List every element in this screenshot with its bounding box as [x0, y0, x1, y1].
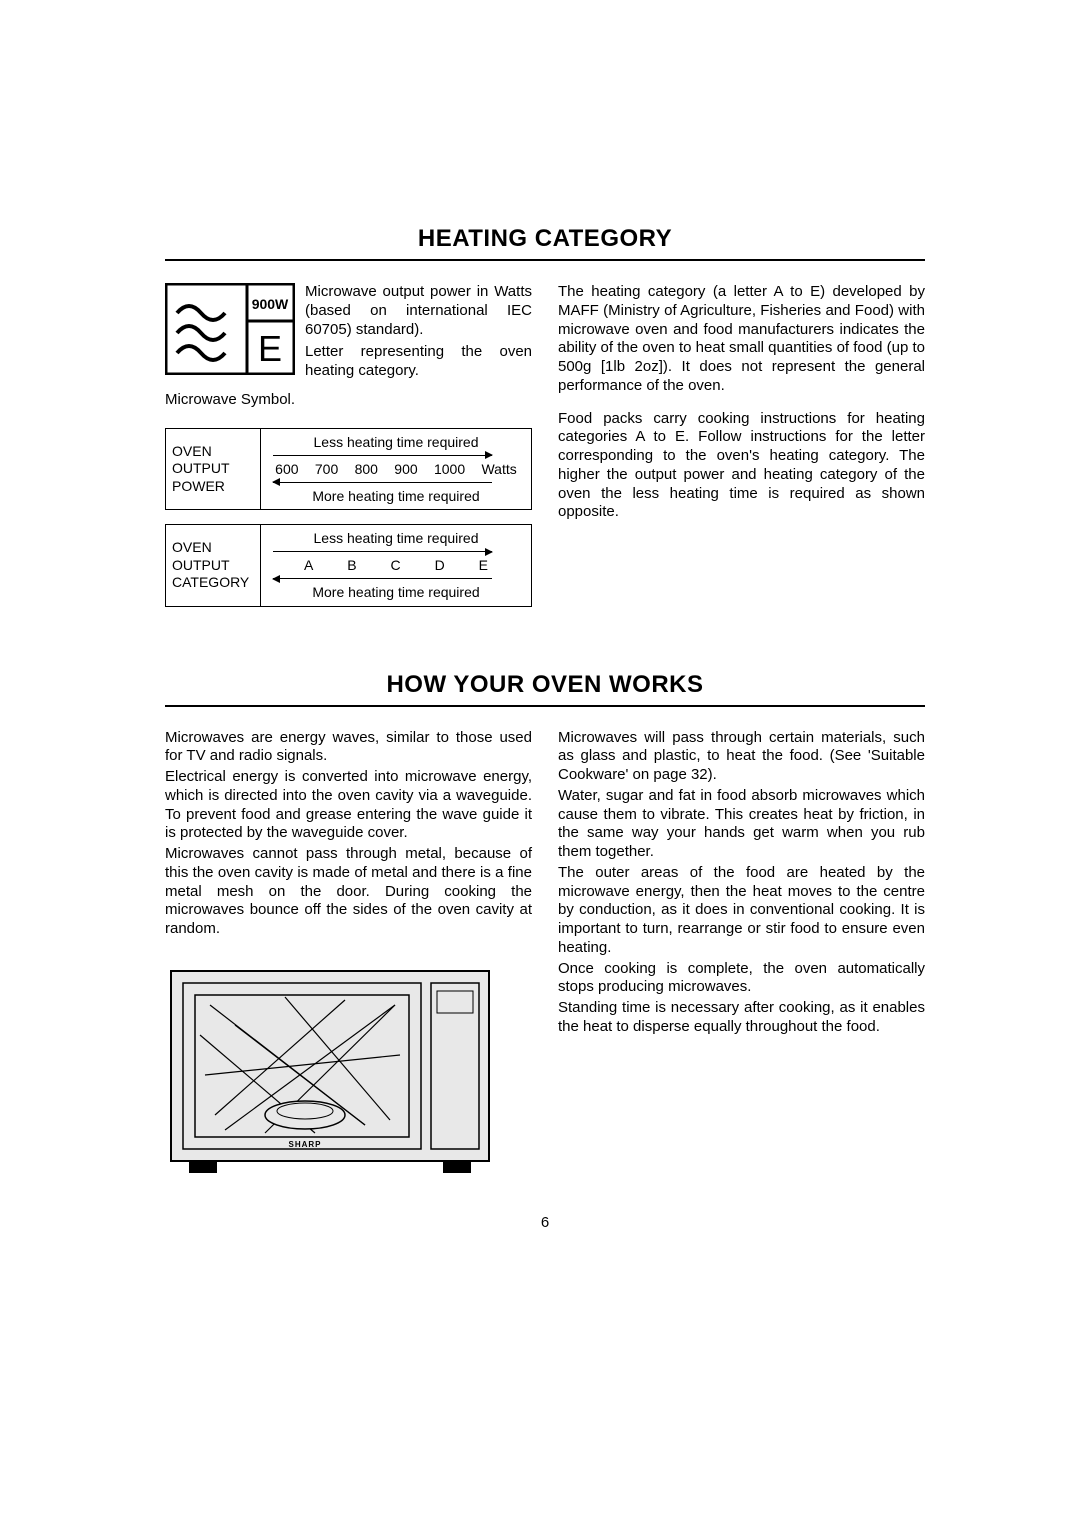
works-left-p1: Microwaves are energy waves, similar to …: [165, 729, 532, 767]
heating-right-column: The heating category (a letter A to E) d…: [558, 283, 925, 621]
how-oven-works-title: HOW YOUR OVEN WORKS: [165, 671, 925, 707]
works-left-column: Microwaves are energy waves, similar to …: [165, 729, 532, 1186]
callout-letter: Letter representing the oven heating cat…: [305, 343, 532, 381]
works-right-column: Microwaves will pass through certain mat…: [558, 729, 925, 1186]
oven-output-category-table: OVEN OUTPUT CATEGORY Less heating time r…: [165, 524, 532, 607]
oven-output-power-table: OVEN OUTPUT POWER Less heating time requ…: [165, 428, 532, 511]
callout-watts: Microwave output power in Watts (based o…: [305, 283, 532, 339]
svg-text:900W: 900W: [252, 296, 289, 312]
works-right-p5: Standing time is necessary after cooking…: [558, 999, 925, 1037]
svg-text:E: E: [258, 328, 282, 369]
page-number: 6: [165, 1214, 925, 1231]
works-right-p3: The outer areas of the food are heated b…: [558, 864, 925, 958]
microwave-symbol-icon: 900W E: [165, 283, 295, 381]
oven-illustration: SHARP: [165, 965, 532, 1186]
heating-left-column: 900W E Microwave output power in Watts (…: [165, 283, 532, 621]
works-left-p2: Electrical energy is converted into micr…: [165, 768, 532, 843]
heating-right-p2: Food packs carry cooking instructions fo…: [558, 410, 925, 523]
svg-text:SHARP: SHARP: [288, 1140, 321, 1149]
heating-right-p1: The heating category (a letter A to E) d…: [558, 283, 925, 396]
heating-category-title: HEATING CATEGORY: [165, 225, 925, 261]
works-right-p4: Once cooking is complete, the oven autom…: [558, 960, 925, 998]
works-right-p1: Microwaves will pass through certain mat…: [558, 729, 925, 785]
works-right-p2: Water, sugar and fat in food absorb micr…: [558, 787, 925, 862]
works-left-p3: Microwaves cannot pass through metal, be…: [165, 845, 532, 939]
microwave-symbol-caption: Microwave Symbol.: [165, 391, 532, 410]
